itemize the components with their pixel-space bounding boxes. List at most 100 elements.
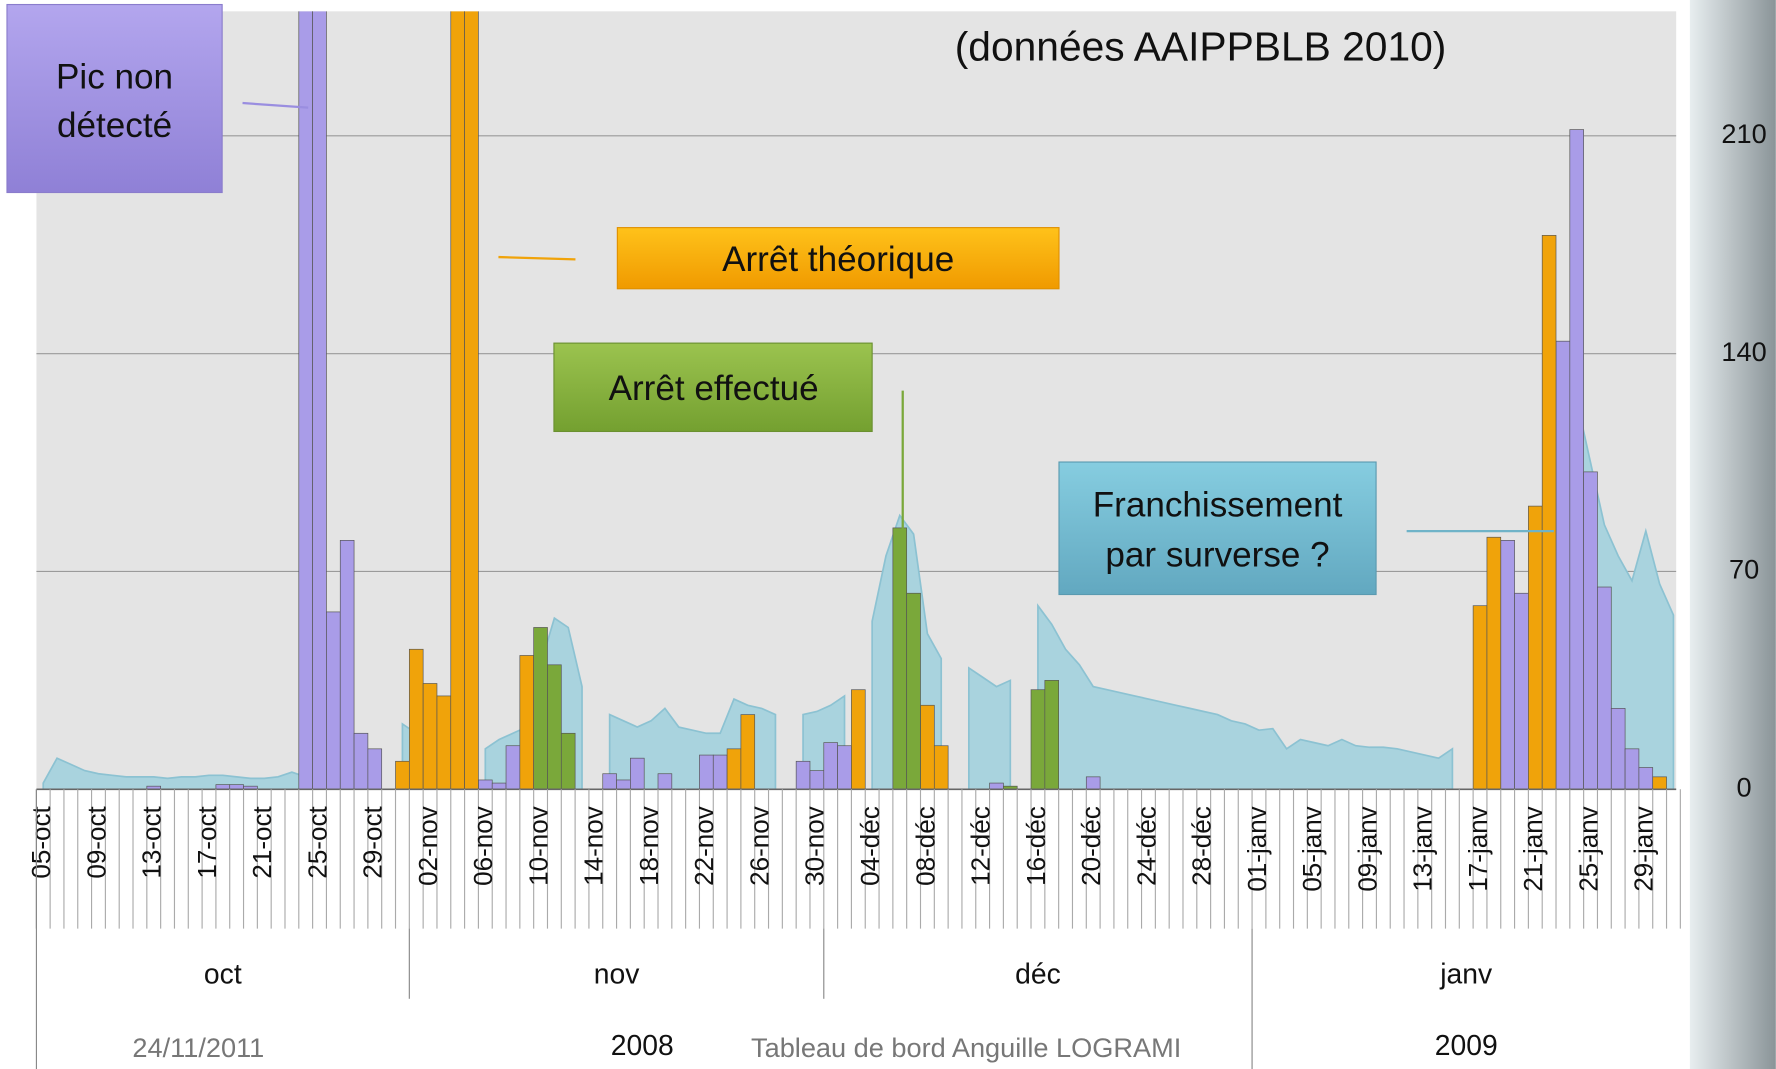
bar <box>795 760 811 790</box>
bar <box>395 760 410 790</box>
x-tick-label: 30-nov <box>800 806 830 886</box>
bar <box>436 695 452 790</box>
month-label: oct <box>204 958 242 990</box>
x-tick-label: 05-oct <box>26 806 56 879</box>
bar <box>1030 689 1046 790</box>
bar <box>989 782 1004 790</box>
bar <box>1044 680 1059 790</box>
bar <box>1624 748 1640 790</box>
bar <box>1085 776 1101 790</box>
y-tick-label: 70 <box>1729 554 1759 585</box>
bar <box>1652 776 1667 790</box>
x-tick-label: 14-nov <box>579 806 609 886</box>
annotation-box <box>553 342 873 433</box>
bar <box>298 11 313 790</box>
bar <box>464 11 479 790</box>
bar <box>657 773 673 790</box>
x-tick-label: 25-oct <box>302 806 332 879</box>
bar <box>616 779 631 790</box>
annotation-box <box>616 227 1060 290</box>
bar <box>146 785 161 790</box>
annotation: par surverse ? <box>1105 535 1329 574</box>
x-tick-label: 26-nov <box>744 806 774 886</box>
x-tick-label: 13-oct <box>137 806 167 879</box>
bar <box>837 745 852 790</box>
bar <box>823 742 838 790</box>
x-tick-label: 25-janv <box>1573 806 1603 891</box>
year-label: 2009 <box>1435 1029 1498 1061</box>
bar <box>560 732 576 790</box>
bar <box>491 782 507 790</box>
x-tick-label: 29-oct <box>358 806 388 879</box>
bar <box>740 714 756 790</box>
pointer <box>498 255 576 261</box>
y-tick-label: 0 <box>1737 771 1752 802</box>
bar <box>1486 536 1502 790</box>
side-decoration <box>1689 0 1776 1069</box>
bar <box>1638 767 1654 790</box>
bar <box>1555 340 1571 790</box>
footer-date: 24/11/2011 <box>132 1032 264 1063</box>
year-label: 2008 <box>611 1029 674 1061</box>
month-label: janv <box>1439 958 1493 990</box>
x-tick-label: 01-janv <box>1242 806 1272 891</box>
annotation: Franchissement <box>1093 486 1343 525</box>
bar <box>1610 708 1626 790</box>
x-tick-label: 21-oct <box>247 806 277 879</box>
bar <box>1528 505 1543 790</box>
annotation-box <box>1058 461 1377 596</box>
x-tick-label: 12-déc <box>966 806 996 886</box>
x-tick-label: 22-nov <box>689 806 719 886</box>
x-tick-label: 20-déc <box>1076 806 1106 886</box>
bar <box>906 592 921 790</box>
bar <box>1541 235 1557 790</box>
bar <box>1003 785 1018 790</box>
bar <box>602 773 617 790</box>
bar <box>712 754 728 790</box>
bar <box>851 689 866 790</box>
bar <box>1597 586 1612 790</box>
bar <box>533 627 548 790</box>
bar <box>353 732 369 790</box>
annotation-box <box>6 3 223 194</box>
bar <box>422 683 438 790</box>
x-tick-label: 13-janv <box>1408 806 1438 891</box>
bar <box>933 745 949 790</box>
bar <box>478 779 493 790</box>
bar <box>326 611 341 790</box>
bar <box>726 748 742 790</box>
bar <box>505 745 521 790</box>
bar <box>243 785 258 790</box>
bar <box>1514 592 1529 790</box>
y-tick-label: 210 <box>1721 118 1766 149</box>
month-label: nov <box>594 958 640 990</box>
bar <box>312 11 327 790</box>
x-tick-label: 08-déc <box>910 806 940 886</box>
x-tick-label: 04-déc <box>855 806 885 886</box>
bar <box>367 748 383 790</box>
bar <box>630 757 645 790</box>
x-tick-label: 18-nov <box>634 806 664 886</box>
source-note: (données AAIPPBLB 2010) <box>955 24 1447 70</box>
x-tick-label: 17-janv <box>1463 806 1493 891</box>
bar <box>339 540 355 790</box>
bar <box>920 704 935 790</box>
pointer <box>242 101 309 109</box>
bar <box>1569 129 1584 790</box>
x-tick-label: 16-déc <box>1021 806 1051 886</box>
x-tick-label: 06-nov <box>468 806 498 886</box>
x-tick-label: 09-janv <box>1352 806 1382 891</box>
bar <box>1472 605 1488 790</box>
bar <box>450 11 465 790</box>
x-tick-label: 02-nov <box>413 806 443 886</box>
annotation: détecté <box>57 106 172 145</box>
bar <box>547 664 562 790</box>
x-tick-label: 29-janv <box>1629 806 1659 891</box>
bar <box>699 754 714 790</box>
annotation: Pic non <box>56 58 173 97</box>
x-tick-label: 17-oct <box>192 806 222 879</box>
bar <box>1500 540 1515 790</box>
x-tick-label: 05-janv <box>1297 806 1327 891</box>
x-tick-label: 10-nov <box>523 806 553 886</box>
